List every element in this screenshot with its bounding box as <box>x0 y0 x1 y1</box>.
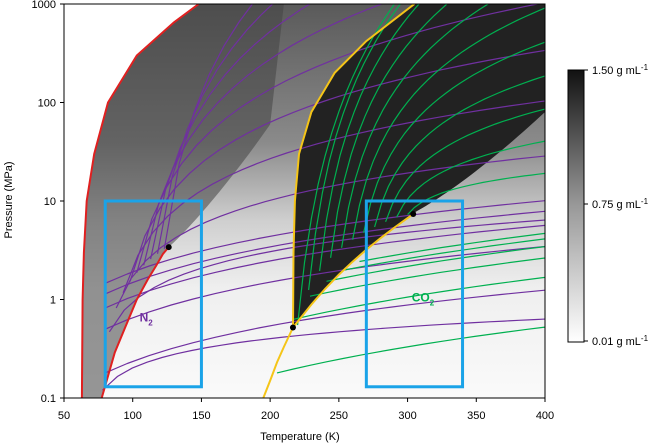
y-tick-label: 10 <box>44 196 56 208</box>
n2-vapor-curve <box>100 246 170 398</box>
n2-gas-isochore <box>104 245 545 330</box>
n2-gas-isochore <box>104 210 545 295</box>
co2-isochore-line <box>407 172 545 215</box>
y-tick-label: 0.1 <box>41 393 56 405</box>
co2-isochores <box>276 4 545 374</box>
x-tick-label: 350 <box>467 410 485 422</box>
co2-isochore-line <box>396 140 545 218</box>
colorbar-label-mid: 0.75 g mL-1 <box>592 197 649 211</box>
n2-solid-region <box>64 4 199 398</box>
x-tick-label: 50 <box>58 410 70 422</box>
co2-isochore-line <box>341 4 490 248</box>
co2-isochore-line <box>319 4 420 271</box>
n2-isochore-line <box>150 4 311 260</box>
plot-area <box>64 4 545 398</box>
co2-melting-curve <box>292 4 416 328</box>
co2-vapor-curve <box>292 213 414 329</box>
y-tick-label: 1 <box>50 295 56 307</box>
density-colorbar: 1.50 g mL-1 0.75 g mL-1 0.01 g mL-1 <box>567 63 649 348</box>
x-axis-label: Temperature (K) <box>260 431 339 443</box>
n2-isochore-line <box>108 219 545 333</box>
y-tick-label: 1000 <box>32 0 56 11</box>
y-axis-ticks: 0.1 1 10 100 1000 <box>32 0 64 405</box>
co2-region-box <box>364 199 465 389</box>
co2-triple-point <box>289 324 296 331</box>
colorbar-label-high: 1.50 g mL-1 <box>592 63 649 77</box>
co2-critical-point <box>410 210 417 217</box>
x-axis-ticks: 50 100 150 200 250 300 350 400 <box>58 398 554 422</box>
y-tick-label: 100 <box>38 98 56 110</box>
co2-isochore-line <box>385 108 545 223</box>
n2-isochore-line <box>122 100 545 294</box>
n2-isochore-line <box>163 4 254 249</box>
x-tick-label: 100 <box>124 410 142 422</box>
n2-region-box <box>103 199 203 389</box>
n2-gas-isochore <box>104 289 545 374</box>
x-tick-label: 400 <box>536 410 554 422</box>
co2-gas-isochore <box>276 326 545 374</box>
n2-melting-curve <box>80 4 200 398</box>
n2-label: N2 <box>140 310 154 327</box>
n2-critical-point <box>165 244 172 251</box>
co2-gas-isochore <box>359 232 545 263</box>
n2-isochore-line <box>143 4 384 266</box>
n2-label-subscript: 2 <box>148 318 153 327</box>
co2-isochore-line <box>374 75 545 228</box>
x-tick-label: 250 <box>330 410 348 422</box>
co2-label-main: CO <box>412 291 430 305</box>
co2-isochore-line <box>330 4 448 258</box>
n2-isochore-line <box>129 49 545 282</box>
colorbar-label-low: 0.01 g mL-1 <box>592 334 649 348</box>
co2-label-subscript: 2 <box>430 299 435 308</box>
co2-isochore-line <box>308 4 402 291</box>
co2-gas-isochore <box>326 245 545 282</box>
x-tick-label: 150 <box>192 410 210 422</box>
co2-isochore-line <box>363 41 545 233</box>
co2-gas-isochore <box>293 276 545 320</box>
n2-gas-isochore <box>104 224 545 309</box>
co2-gas-isochore <box>342 238 545 271</box>
co2-label: CO2 <box>412 291 435 308</box>
x-tick-label: 200 <box>261 410 279 422</box>
n2-label-main: N <box>140 310 149 324</box>
co2-isochore-line <box>352 7 545 240</box>
n2-isochore-line <box>156 4 274 254</box>
y-axis-label: Pressure (MPa) <box>3 161 15 238</box>
colorbar-gradient <box>567 69 585 343</box>
co2-sublimation-curve <box>262 327 294 398</box>
co2-isochore-line <box>297 4 396 326</box>
x-tick-label: 300 <box>398 410 416 422</box>
n2-isochore-line <box>136 4 541 273</box>
